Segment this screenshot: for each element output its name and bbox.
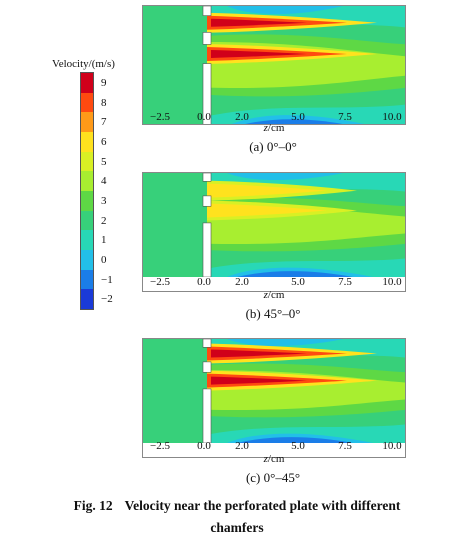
colorbar-segment [81,230,93,250]
figure-caption-line1: Fig. 12 Velocity near the perforated plat… [0,498,474,514]
colorbar-segment [81,92,93,113]
colorbar-segment [81,190,93,211]
colorbar-tick-label: 3 [101,194,107,207]
colorbar-tick-label: 6 [101,135,107,148]
colorbar-tick-label: 5 [101,155,107,168]
x-tick-label: 5.0 [291,440,305,452]
colorbar-segment [81,269,93,290]
colorbar-tick-label: 9 [101,76,107,89]
panel-caption-c: (c) 0°–45° [245,470,301,485]
figure-number: Fig. 12 [73,498,113,513]
panel-caption-b: (b) 45°–0° [245,306,301,321]
x-tick-label: −2.5 [150,111,170,123]
x-tick-label: 0.0 [197,276,211,288]
colorbar-tick-label: 2 [101,214,107,227]
x-tick-label: 10.0 [382,276,402,288]
colorbar-tick-label: −2 [101,293,113,306]
contour-plot-c [143,339,405,444]
colorbar-segment [81,131,93,152]
x-tick-labels-b: −2.5 0.0 2.0 5.0 7.5 10.0 [0,276,474,290]
x-tick-labels-a: −2.5 0.0 2.0 5.0 7.5 10.0 [0,111,474,125]
panel-caption-a: (a) 0°–0° [249,139,297,154]
x-tick-label: 2.0 [235,440,249,452]
x-tick-label: 10.0 [382,111,402,123]
contour-plot-a [143,6,405,124]
x-tick-label: 5.0 [291,111,305,123]
colorbar [80,72,94,310]
colorbar-segment [81,73,93,93]
x-tick-label: −2.5 [150,276,170,288]
x-axis-label-c: z/cm [263,453,285,465]
x-tick-label: 10.0 [382,440,402,452]
colorbar-segment [81,112,93,132]
figure-caption-text: Velocity near the perforated plate with … [124,498,401,513]
x-axis-label-b: z/cm [263,289,285,301]
colorbar-tick-label: 4 [101,175,107,188]
x-tick-labels-c: −2.5 0.0 2.0 5.0 7.5 10.0 [0,440,474,454]
colorbar-tick-label: 8 [101,96,107,109]
colorbar-segment [81,171,93,191]
colorbar-title: Velocity/(m/s) [52,58,115,70]
x-tick-label: 0.0 [197,111,211,123]
contour-panel-c [142,338,406,458]
x-tick-label: 2.0 [235,111,249,123]
contour-plot-b [143,173,405,278]
contour-panel-a [142,5,406,125]
x-tick-label: 7.5 [338,276,352,288]
contour-panel-b [142,172,406,292]
colorbar-tick-label: 7 [101,116,107,129]
colorbar-segment [81,289,93,309]
colorbar-segment [81,210,93,231]
x-tick-label: 2.0 [235,276,249,288]
x-tick-label: −2.5 [150,440,170,452]
x-tick-label: 5.0 [291,276,305,288]
x-tick-label: 0.0 [197,440,211,452]
x-axis-label-a: z/cm [263,122,285,134]
figure-caption-line2: chamfers [210,520,264,535]
colorbar-tick-label: −1 [101,273,113,286]
x-tick-label: 7.5 [338,440,352,452]
colorbar-tick-label: 0 [101,253,107,266]
x-tick-label: 7.5 [338,111,352,123]
colorbar-tick-label: 1 [101,234,107,247]
colorbar-segment [81,151,93,172]
colorbar-segment [81,249,93,270]
